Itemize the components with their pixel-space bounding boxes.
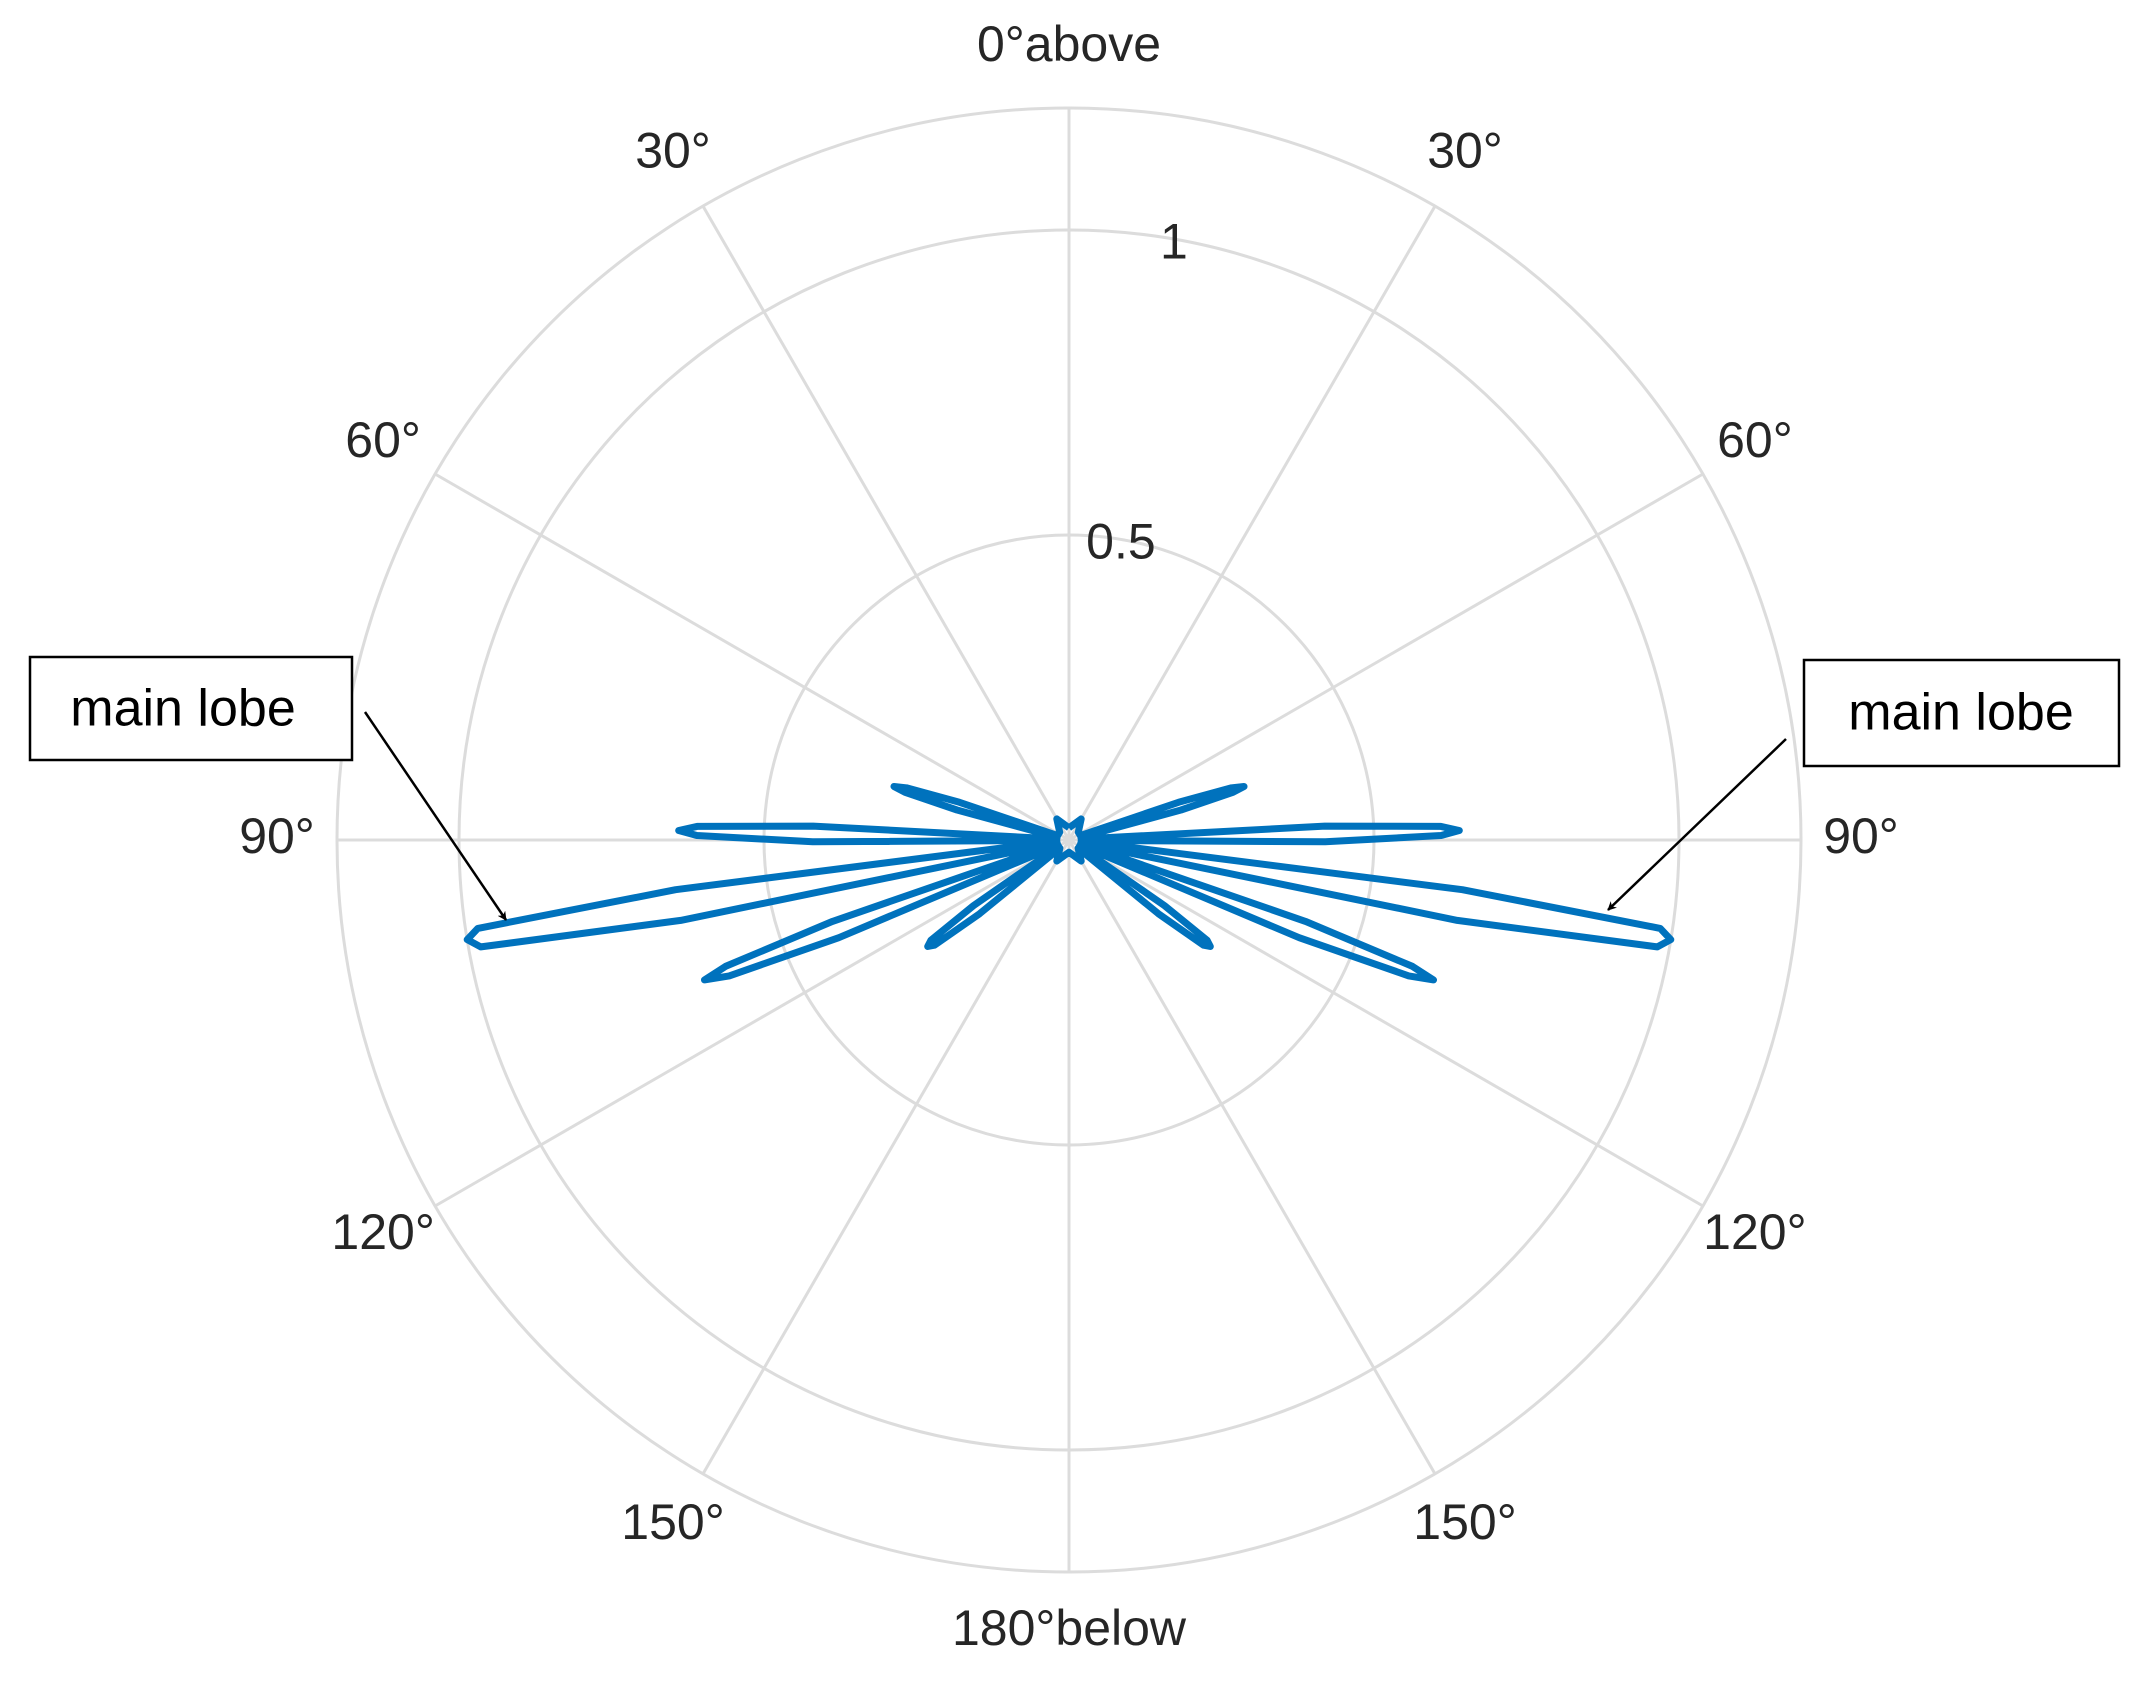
theta-tick-label: 30° xyxy=(1427,122,1503,178)
grid-spoke xyxy=(701,839,1071,1475)
annotation: main lobe xyxy=(1607,658,2121,911)
theta-tick-label: 150° xyxy=(621,1494,724,1550)
theta-tick-label: 180°below xyxy=(952,1600,1187,1656)
grid-spoke xyxy=(701,205,1071,841)
theta-tick-label: 90° xyxy=(1823,808,1899,864)
annotation-text: main lobe xyxy=(1848,684,2073,742)
grid-spoke xyxy=(434,472,1070,842)
theta-tick-label: 60° xyxy=(345,412,421,468)
r-tick-label: 1 xyxy=(1160,213,1188,269)
grid-spoke xyxy=(1068,472,1704,842)
labels: 0°above 30° 60° 90° 120° 150° 180°below 150° 120… xyxy=(239,16,1899,1656)
annotation-box xyxy=(28,655,354,762)
annotation-arrow xyxy=(1607,738,1787,911)
r-tick-label: 0.5 xyxy=(1086,514,1156,570)
grid-spoke xyxy=(1067,205,1437,841)
grid-spoke xyxy=(1067,839,1437,1475)
grid-spoke xyxy=(434,838,1070,1208)
theta-tick-label: 60° xyxy=(1717,412,1793,468)
theta-tick-label: 150° xyxy=(1413,1494,1516,1550)
theta-tick-label: 30° xyxy=(635,122,711,178)
theta-tick-label: 120° xyxy=(331,1204,434,1260)
data-line xyxy=(463,783,1675,984)
annotation-arrow xyxy=(363,711,508,921)
grid-spoke xyxy=(1068,838,1704,1208)
grid xyxy=(335,106,1803,1574)
theta-tick-label: 90° xyxy=(239,808,315,864)
annotation-box xyxy=(1802,658,2121,768)
theta-tick-label: 0°above xyxy=(977,16,1161,72)
plot xyxy=(463,783,1675,984)
annotation-text: main lobe xyxy=(70,680,295,738)
annotation: main lobe xyxy=(28,655,508,921)
theta-tick-label: 120° xyxy=(1703,1204,1806,1260)
